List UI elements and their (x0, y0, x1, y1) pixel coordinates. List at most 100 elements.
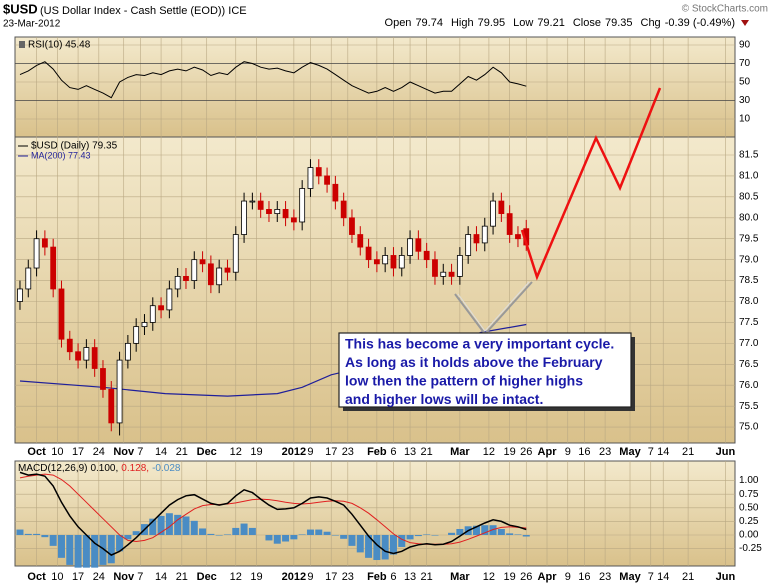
candle-body (390, 255, 397, 269)
x-tick-label: 12 (230, 446, 242, 458)
description: (US Dollar Index - Cash Settle (EOD)) IC… (40, 5, 247, 17)
legend-signal: 0.128, (121, 463, 149, 474)
histogram-bar (348, 534, 356, 546)
histogram-bar (157, 515, 165, 535)
legend-icon (19, 41, 25, 48)
legend: MA(200) 77.43 (31, 150, 91, 160)
y-tick-label: 0.25 (739, 516, 759, 527)
quote-label: Open (385, 17, 412, 29)
x-tick-label: Jun (716, 446, 736, 458)
x-tick-label: 21 (176, 571, 188, 583)
x-tick-label: 21 (682, 446, 694, 458)
histogram-bar (323, 531, 331, 535)
quote-value: 79.21 (537, 17, 565, 29)
candle-body (373, 259, 380, 265)
y-tick-label: 10 (739, 114, 751, 125)
x-tick-label: 14 (155, 446, 167, 458)
histogram-bar (248, 527, 256, 535)
candle-body (166, 288, 173, 311)
x-tick-label: 16 (578, 446, 590, 458)
histogram-bar (182, 516, 190, 535)
candle-body (266, 209, 272, 215)
quote-label: Close (573, 17, 601, 29)
x-tick-label: 10 (51, 446, 63, 458)
candle-body (481, 225, 488, 244)
quote-value: -0.39 (-0.49%) (665, 17, 735, 29)
x-tick-label: 13 (404, 446, 416, 458)
candle-body (100, 368, 106, 390)
candle-body (382, 255, 389, 265)
histogram-bar (448, 532, 456, 535)
macd-line (19, 471, 527, 556)
candle-body (25, 267, 32, 290)
candle-body (183, 275, 189, 281)
candle-body (207, 263, 214, 286)
x-tick-label: 19 (504, 571, 516, 583)
quote-label: Low (513, 17, 533, 29)
x-tick-label: 7 (648, 446, 654, 458)
histogram-bar (215, 534, 223, 536)
y-tick-label: 90 (739, 40, 751, 51)
candle-body (83, 347, 90, 361)
rsi-panel (14, 36, 736, 138)
candle-body (191, 259, 198, 281)
histogram-bar (282, 534, 290, 542)
candle-body (498, 200, 505, 215)
x-tick-label: 10 (51, 571, 63, 583)
candle-body (340, 200, 347, 219)
histogram-bar (124, 534, 132, 540)
projection-line (520, 87, 662, 281)
histogram-bar (223, 534, 231, 535)
candle-body (232, 234, 239, 273)
y-tick-label: 30 (739, 95, 751, 106)
y-tick-label: 78.5 (739, 275, 759, 286)
histogram-bar (331, 534, 339, 536)
quote-label: High (451, 17, 474, 29)
histogram-bar (489, 525, 497, 535)
annotation-box (338, 332, 632, 408)
x-tick-label: 13 (404, 571, 416, 583)
grids (15, 37, 735, 566)
histogram-bar (340, 534, 348, 539)
y-tick-label: 75.5 (739, 401, 759, 412)
x-tick-label: Mar (450, 571, 470, 583)
histogram-bar (82, 534, 90, 568)
x-tick-label: 23 (599, 571, 611, 583)
legend-hist: -0.028 (152, 463, 181, 474)
histogram-bar (381, 534, 389, 560)
x-tick-label: 2012 (282, 446, 306, 458)
y-tick-label: -0.25 (739, 543, 762, 554)
annotation-text: and higher lows will be intact. (345, 391, 543, 407)
candle-body (199, 259, 206, 265)
x-tick-label: 2012 (282, 571, 306, 583)
histogram-bar (522, 534, 530, 537)
histogram-bar (199, 528, 207, 535)
candle-body (407, 238, 413, 256)
candle-body (440, 271, 447, 277)
histogram-bar (16, 529, 24, 535)
down-arrow (741, 20, 749, 26)
x-tick-label: 14 (657, 446, 669, 458)
candle-body (41, 238, 48, 248)
candle-body (349, 217, 355, 235)
candle-body (307, 167, 314, 189)
candle-body (249, 200, 256, 203)
y-tick-label: 70 (739, 58, 751, 69)
candle-body (357, 234, 364, 248)
histogram-bar (306, 529, 314, 535)
histogram-bar (273, 534, 281, 544)
candle-body (506, 213, 513, 235)
candle-body (91, 347, 98, 369)
x-tick-label: 21 (682, 571, 694, 583)
candle-body (456, 255, 463, 277)
histogram-bar (74, 534, 82, 568)
histogram-bar (481, 525, 489, 535)
candle-body (415, 238, 422, 252)
x-tick-label: 9 (307, 446, 313, 458)
candle-body (490, 200, 496, 227)
histogram-bar (174, 514, 182, 535)
x-tick-label: 14 (657, 571, 669, 583)
histogram-bar (41, 534, 49, 538)
annotation-text: low then the pattern of higher highs (345, 373, 583, 389)
histogram-bar (24, 533, 32, 535)
